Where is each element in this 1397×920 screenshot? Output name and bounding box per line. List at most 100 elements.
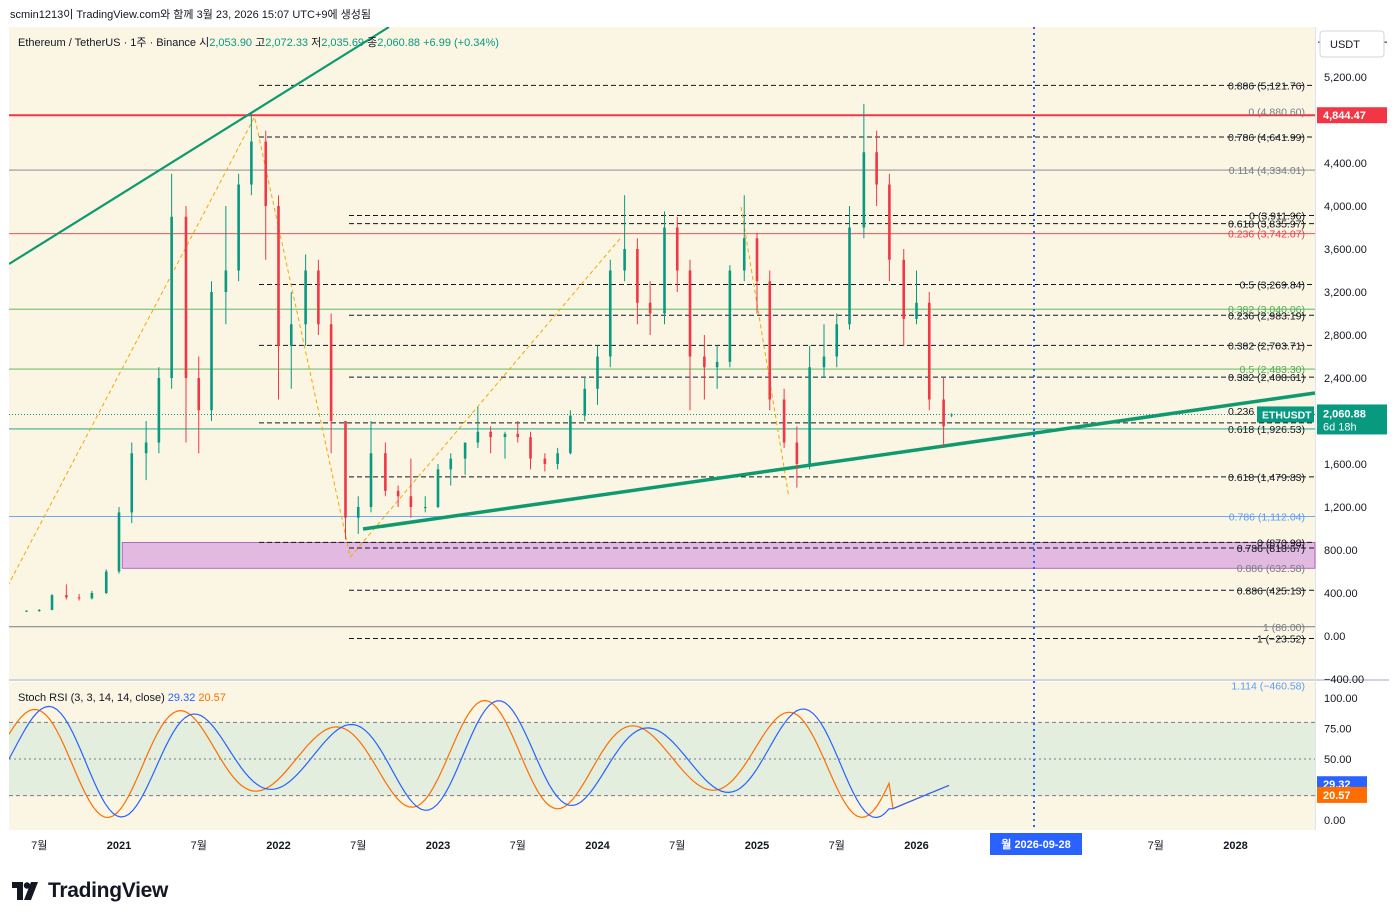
price-axis-label-8: 1,200.00 (1324, 502, 1367, 514)
candles-layer (25, 103, 953, 612)
price-axis-label-5: 2,800.00 (1324, 330, 1367, 342)
candle-body-54 (742, 238, 746, 271)
time-axis-label-3: 2022 (266, 840, 290, 852)
candle-body-58 (795, 442, 799, 464)
candle-body-19 (277, 206, 280, 346)
fib-label-20: 0.886 (425.13) (1237, 585, 1305, 597)
price-axis-bg (1316, 27, 1389, 679)
candle-body-67 (915, 302, 918, 319)
countdown-text: 6d 18h (1323, 421, 1357, 433)
legend-part-5: 저 (311, 36, 321, 49)
candle-body-45 (623, 249, 626, 271)
crosshair-time-text: 월 2026-09-28 (1001, 837, 1070, 851)
stoch-axis-label-1: 75.00 (1324, 724, 1352, 736)
candle-body-21 (304, 270, 307, 325)
price-axis-label-6: 2,400.00 (1324, 373, 1367, 385)
stoch-pane-bg (9, 682, 1315, 830)
time-axis-label-8: 7월 (669, 839, 685, 852)
fib-label-10: 0.382 (2,703.71) (1228, 340, 1305, 352)
candle-body-36 (503, 433, 507, 438)
time-axis-label-6: 7월 (510, 839, 526, 852)
time-axis-label-5: 2023 (426, 840, 450, 852)
candle-body-60 (822, 356, 826, 368)
candle-body-4 (77, 597, 81, 599)
candle-body-25 (356, 507, 360, 518)
candle-body-26 (369, 453, 373, 507)
price-axis-label-2: 4,000.00 (1324, 201, 1367, 213)
fib-label-16: 0.786 (1,112.04) (1229, 511, 1305, 523)
candle-body-22 (317, 270, 320, 325)
candle-body-52 (715, 361, 719, 368)
candle-body-66 (902, 259, 906, 319)
support-zone (121, 542, 1316, 569)
candle-body-46 (636, 249, 639, 303)
candle-body-10 (157, 378, 161, 443)
symbol-tag (1257, 406, 1314, 423)
candle-body-41 (569, 415, 572, 454)
candle-body-62 (848, 227, 851, 325)
chart-frame[interactable]: 0.886 (5,121.76) 0 (4,880.60) 0.786 (4,641… (0, 26, 1397, 860)
candle-body-50 (688, 270, 692, 357)
fib-label-2: 0.786 (4,641.99) (1228, 132, 1305, 144)
candle-body-20 (289, 324, 293, 346)
tradingview-logo[interactable]: TradingView (12, 878, 168, 904)
currency-label: USDT (1330, 39, 1360, 51)
main-pane-bg (9, 27, 1315, 679)
legend-part-2: 2,053.90 (209, 37, 255, 49)
candle-body-48 (663, 227, 666, 314)
stoch-k-line (8, 700, 950, 819)
legend-part-9: +6.99 (+0.34%) (423, 37, 499, 49)
candle-body-37 (516, 433, 520, 438)
time-axis-label-1: 2021 (107, 840, 131, 852)
candle-body-61 (835, 324, 839, 357)
fib-label-5: 0.618 (3,835.97) (1228, 219, 1305, 231)
fib-label-3: 0.114 (4,334.01) (1229, 165, 1305, 177)
candle-body-49 (675, 227, 679, 271)
price-axis-label-11: 0.00 (1324, 631, 1345, 643)
candle-body-15 (224, 270, 228, 292)
candle-body-39 (543, 458, 547, 464)
fib-label-21: 1 (86.00) (1263, 622, 1305, 634)
stoch-legend-part-1: 29.32 (168, 692, 199, 704)
candle-body-30 (423, 507, 427, 508)
fib-label-1: 0 (4,880.60) (1248, 106, 1305, 118)
candle-body-33 (463, 442, 467, 459)
trendlines-layer (0, 26, 1316, 602)
candle-body-34 (476, 431, 480, 443)
time-axis-label-10: 7월 (829, 839, 845, 852)
red-line-price-tag (1317, 107, 1387, 124)
candle-body-23 (329, 324, 333, 421)
price-axis-label-0: 5,200.00 (1324, 72, 1367, 84)
support-trendline (362, 391, 1316, 531)
time-axis-label-2: 7월 (191, 839, 207, 852)
candle-body-0 (25, 610, 28, 612)
candle-body-57 (782, 399, 786, 443)
fib-label-6: 0.236 (3,742.07) (1228, 229, 1305, 241)
red-line-price-text: 4,844.47 (1323, 110, 1366, 122)
legend-layer: Ethereum / TetherUS · 1주 · Binance 시2,05… (18, 36, 499, 704)
time-axis-label-13: 7월 (1148, 839, 1164, 852)
brand-name: TradingView (48, 879, 169, 902)
price-axis-label-3: 3,600.00 (1324, 244, 1367, 256)
stoch-axis-label-0: 100.00 (1324, 693, 1358, 705)
time-axis-label-7: 2024 (585, 840, 610, 852)
candle-body-11 (170, 216, 173, 378)
fib-label-23: 1.114 (−460.58) (1231, 681, 1305, 693)
candle-body-56 (768, 281, 772, 400)
axis-layer: 5,200.00 4,400.00 4,000.00 3,600.00 3,200.00… (31, 30, 1387, 855)
price-axis-label-7: 1,600.00 (1324, 459, 1367, 471)
candle-body-28 (396, 490, 400, 497)
candle-body-68 (927, 302, 931, 400)
candle-body-12 (184, 216, 188, 378)
chart-svg[interactable]: 0.886 (5,121.76) 0 (4,880.60) 0.786 (4,641… (0, 26, 1397, 860)
fib-label-19: 0.886 (632.58) (1237, 563, 1305, 575)
candle-body-27 (384, 453, 387, 491)
candle-body-64 (875, 152, 878, 185)
stoch-d-tag (1317, 786, 1367, 803)
candle-body-1 (37, 609, 41, 611)
fib-label-9: 0.236 (2,983.19) (1228, 310, 1305, 322)
fib-label-12: 0.382 (2,408.61) (1228, 372, 1305, 384)
fib-label-0: 0.886 (5,121.76) (1228, 80, 1305, 92)
time-axis-label-0: 7월 (31, 839, 47, 852)
price-axis-label-1: 4,400.00 (1324, 158, 1367, 170)
